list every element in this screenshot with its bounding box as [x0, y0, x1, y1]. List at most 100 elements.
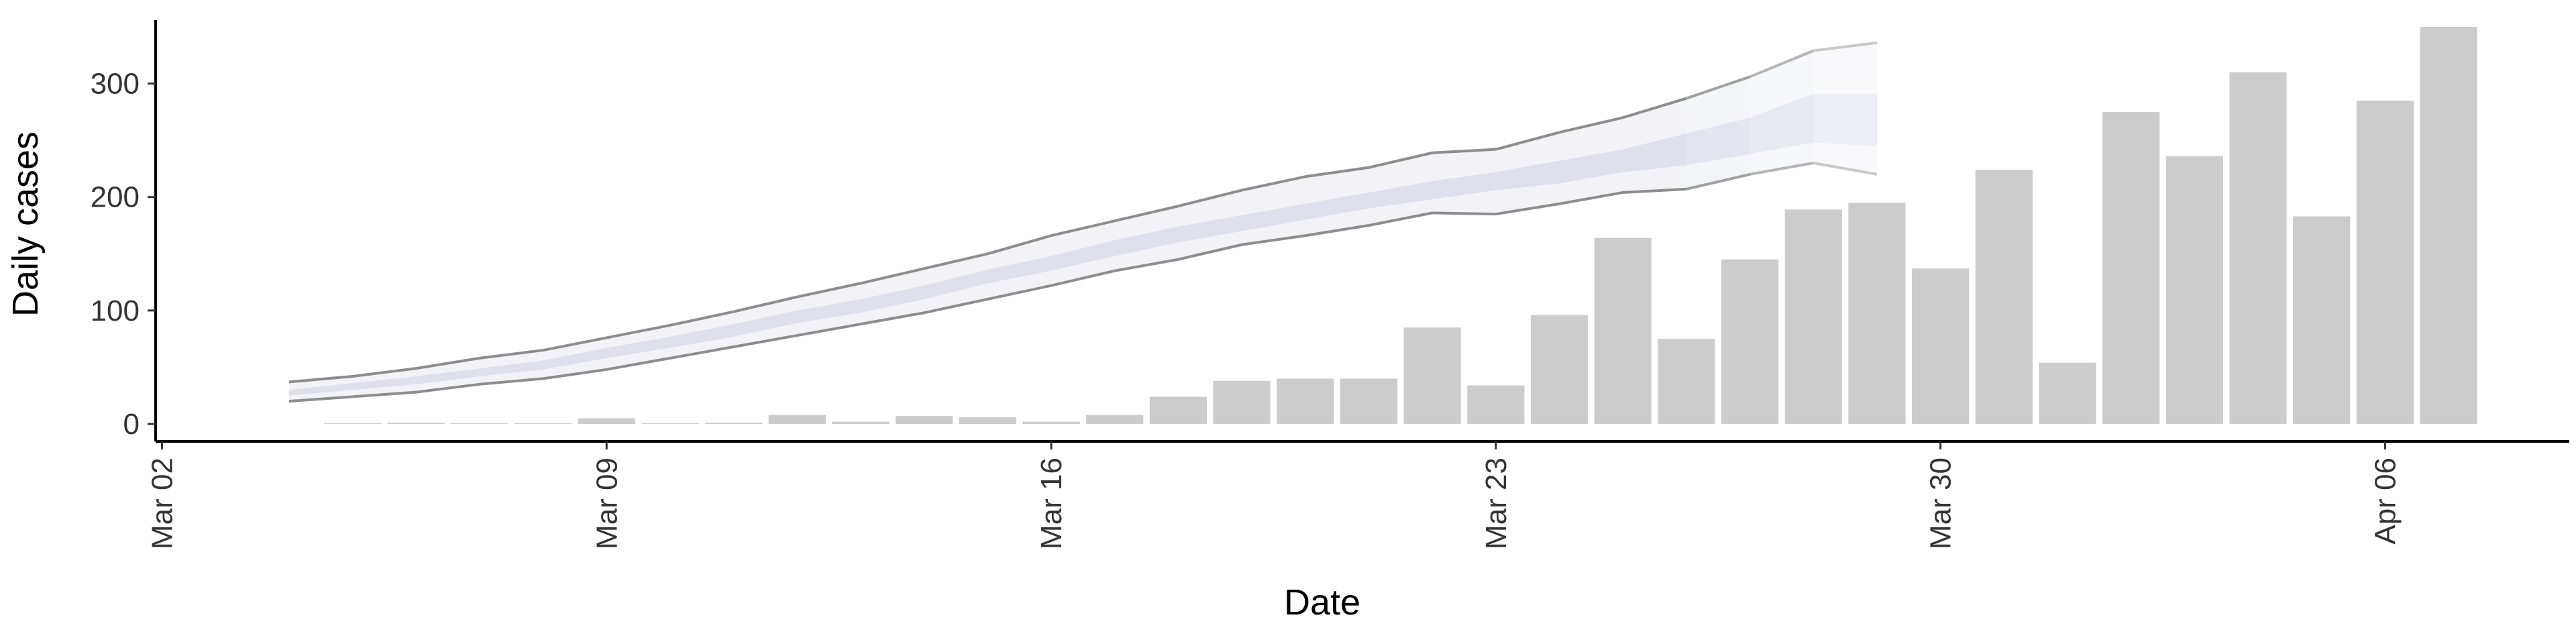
forecast-inner-band-segment: [288, 383, 353, 396]
bar: [1403, 327, 1461, 424]
y-tick-label: 200: [91, 181, 140, 214]
bar: [705, 423, 763, 424]
forecast-inner-band-segment: [1305, 192, 1369, 220]
forecast-lower-bound-line: [1750, 162, 1814, 176]
forecast-inner-band-segment: [860, 285, 924, 313]
forecast-inner-band-segment: [797, 299, 861, 323]
forecast-lower-bound-line: [1177, 243, 1242, 261]
bar: [387, 423, 445, 424]
forecast-inner-band-segment: [1750, 93, 1814, 154]
forecast-lower-bound-line: [924, 297, 988, 315]
bar: [2356, 100, 2414, 424]
forecast-inner-band-segment: [669, 324, 734, 348]
forecast-lower-bound-line: [543, 368, 607, 380]
forecast-lower-bound-line: [1495, 202, 1560, 216]
bar: [959, 417, 1016, 424]
forecast-upper-bound-line: [924, 252, 988, 270]
forecast-inner-band-segment: [1114, 226, 1179, 256]
x-axis-ticks: Mar 02 Mar 09 Mar 16 Mar 23 Mar 30 Apr 06: [146, 441, 2402, 549]
forecast-upper-bound-line: [1305, 166, 1369, 178]
forecast-outer-band-segment: [1813, 42, 1877, 174]
x-tick-label: Mar 16: [1035, 458, 1068, 549]
forecast-inner-band-segment: [352, 376, 417, 390]
forecast-inner-band-segment: [924, 269, 988, 299]
forecast-upper-bound-line: [1432, 148, 1496, 154]
forecast-lower-bound-line: [1559, 191, 1623, 205]
bar: [514, 423, 572, 424]
forecast-lower-bound-line: [288, 395, 353, 403]
bar: [1149, 396, 1208, 424]
forecast-upper-bound-line: [1177, 189, 1242, 208]
forecast-bound-lines: [288, 41, 1878, 403]
bar: [1594, 237, 1652, 424]
bar: [1658, 339, 1715, 424]
bar: [2102, 111, 2160, 424]
x-axis-title: Date: [1284, 582, 1360, 623]
forecast-upper-bound-line: [1368, 151, 1433, 169]
forecast-upper-bound-line: [987, 234, 1052, 256]
forecast-inner-band-segment: [987, 256, 1052, 284]
x-tick-label: Apr 06: [2369, 458, 2402, 545]
forecast-inner-band-segment: [543, 347, 607, 370]
forecast-inner-band-segment: [1368, 181, 1433, 209]
forecast-lower-bound-line: [1305, 224, 1369, 237]
bar: [1277, 378, 1334, 424]
x-tick-label: Mar 23: [1480, 458, 1513, 549]
forecast-upper-bound-line: [796, 282, 861, 299]
forecast-inner-band-segment: [1623, 133, 1686, 172]
y-axis-title: Daily cases: [5, 131, 46, 317]
forecast-upper-bound-line: [1813, 41, 1878, 52]
forecast-lower-bound-line: [860, 311, 925, 326]
forecast-upper-bound-line: [1495, 131, 1560, 151]
forecast-lower-bound-line: [479, 377, 543, 386]
forecast-upper-bound-line: [1559, 116, 1623, 134]
forecast-lower-bound-line: [669, 345, 734, 360]
forecast-inner-band-segment: [1432, 172, 1496, 200]
bar: [1848, 203, 1906, 424]
bar: [2039, 362, 2096, 424]
x-tick-label: Mar 02: [146, 458, 178, 549]
forecast-lower-bound-line: [1813, 162, 1878, 176]
forecast-lower-bound-line: [1241, 234, 1306, 246]
forecast-inner-band-segment: [1559, 149, 1623, 184]
forecast-upper-bound-line: [352, 367, 417, 378]
bar: [1784, 209, 1842, 424]
forecast-inner-band-segment: [1178, 215, 1242, 243]
bar-layer: [323, 27, 2477, 424]
forecast-lower-bound-line: [1686, 172, 1751, 191]
forecast-outer-band-segment: [1686, 76, 1750, 189]
forecast-upper-bound-line: [543, 336, 607, 352]
bar: [641, 423, 699, 424]
y-tick-label: 300: [91, 68, 140, 101]
forecast-inner-band-segment: [1813, 93, 1877, 146]
forecast-upper-bound-line: [1051, 219, 1116, 237]
forecast-lower-bound-line: [1432, 211, 1496, 216]
forecast-lower-bound-line: [352, 390, 417, 398]
forecast-lower-bound-line: [733, 334, 798, 348]
forecast-upper-bound-line: [1622, 97, 1687, 119]
y-axis-ticks: 0 100 200 300: [91, 68, 156, 441]
bar: [1530, 315, 1589, 424]
bar: [2420, 27, 2477, 424]
bar: [323, 423, 382, 424]
forecast-inner-band-segment: [1495, 160, 1560, 191]
forecast-upper-bound-line: [1114, 205, 1179, 223]
forecast-upper-bound-line: [288, 374, 353, 384]
forecast-lower-bound-line: [1368, 211, 1433, 227]
forecast-lower-bound-line: [1114, 258, 1179, 272]
bar: [1213, 380, 1271, 424]
forecast-inner-band-segment: [1242, 203, 1305, 231]
bar: [1086, 415, 1144, 424]
forecast-lower-bound-line: [606, 356, 671, 371]
forecast-inner-band-segment: [733, 310, 798, 337]
bar: [1467, 385, 1525, 424]
forecast-lower-bound-line: [1051, 269, 1116, 287]
forecast-outer-band-segment: [1750, 50, 1814, 174]
x-tick-label: Mar 30: [1925, 458, 1957, 549]
bar: [768, 415, 826, 424]
x-tick-label: Mar 09: [590, 458, 623, 549]
forecast-upper-bound-line: [1749, 49, 1815, 78]
forecast-inner-band-segment: [606, 336, 670, 358]
y-tick-label: 100: [91, 294, 140, 327]
